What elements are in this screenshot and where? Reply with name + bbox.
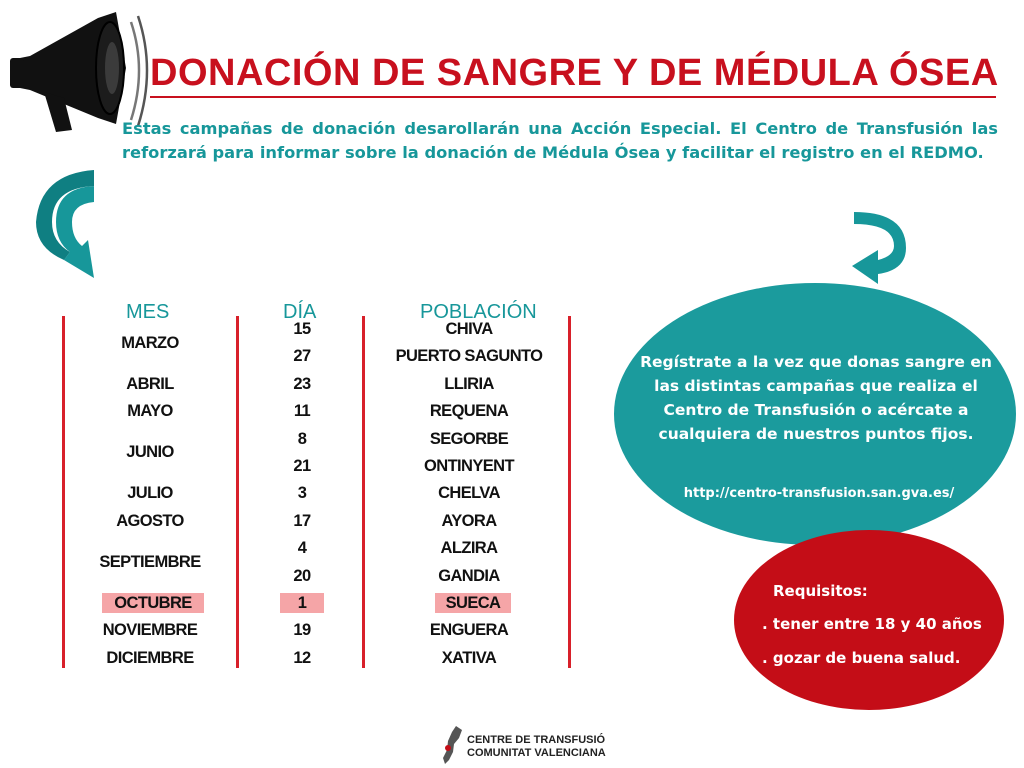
table-divider — [362, 316, 365, 668]
table-day-cell: 19 — [293, 621, 311, 640]
header-poblacion: POBLACIÓN — [420, 301, 537, 323]
table-town-cell: CHELVA — [438, 484, 500, 503]
title-underline — [150, 96, 996, 98]
table-town-cell: ONTINYENT — [424, 457, 515, 475]
curved-arrow-left-icon — [36, 170, 94, 278]
table-town-cell: CHIVA — [445, 320, 493, 338]
table-town-cell: SUECA — [435, 593, 511, 613]
table-month-cell: MAYO — [127, 402, 173, 421]
table-town-cell: LLIRIA — [444, 374, 494, 393]
table-month-cell: SEPTIEMBRE — [99, 552, 201, 571]
requirement-item: . gozar de buena salud. — [762, 649, 961, 667]
register-url[interactable]: http://centro-transfusion.san.gva.es/ — [683, 486, 955, 501]
table-day-cell: 8 — [297, 429, 307, 448]
table-day-cell: 12 — [293, 648, 311, 667]
table-day-cell: 20 — [293, 566, 311, 585]
footer-logo-text: CENTRE DE TRANSFUSIÓ COMUNITAT VALENCIAN… — [467, 734, 606, 760]
requirement-item: . tener entre 18 y 40 años — [762, 615, 982, 633]
table-month-cell: JULIO — [127, 484, 173, 503]
table-day-cell: 3 — [297, 484, 307, 503]
register-text: Regístrate a la vez que donas sangre en … — [640, 353, 992, 443]
table-month-cell: JUNIO — [126, 443, 174, 462]
page-title: DONACIÓN DE SANGRE Y DE MÉDULA ÓSEA — [150, 52, 999, 94]
table-day-cell: 17 — [293, 511, 311, 530]
requirements-title: Requisitos: — [773, 582, 868, 600]
table-town-cell: REQUENA — [429, 402, 509, 421]
table-divider — [568, 316, 571, 668]
table-divider — [236, 316, 239, 668]
table-month-cell: ABRIL — [126, 374, 174, 393]
footer-line-2: COMUNITAT VALENCIANA — [467, 747, 606, 759]
table-month-cell: NOVIEMBRE — [102, 621, 198, 640]
table-town-cell: XATIVA — [441, 648, 497, 667]
table-day-cell: 4 — [297, 539, 307, 558]
table-divider — [62, 316, 65, 668]
register-ellipse — [614, 283, 1016, 545]
table-month-cell: DICIEMBRE — [106, 648, 194, 667]
table-town-cell: ALZIRA — [440, 539, 498, 558]
table-day-cell: 23 — [293, 374, 311, 393]
table-day-cell: 21 — [293, 457, 311, 475]
table-town-cell: ENGUERA — [429, 621, 509, 640]
requirements-ellipse — [734, 530, 1004, 710]
table-town-cell: SEGORBE — [429, 429, 509, 448]
table-month-cell: OCTUBRE — [102, 593, 204, 613]
comunitat-valenciana-logo-icon — [443, 726, 462, 764]
megaphone-icon — [10, 12, 149, 132]
intro-paragraph: Estas campañas de donación desarollarán … — [122, 119, 998, 162]
curved-arrow-right-icon — [852, 212, 906, 284]
table-day-cell: 15 — [293, 320, 311, 338]
table-day-cell: 11 — [293, 402, 311, 421]
header-mes: MES — [126, 301, 170, 323]
table-day-cell: 27 — [293, 347, 311, 366]
header-dia: DÍA — [283, 301, 317, 323]
table-town-cell: GANDIA — [438, 566, 500, 585]
table-town-cell: AYORA — [441, 511, 497, 530]
footer-line-1: CENTRE DE TRANSFUSIÓ — [467, 734, 606, 746]
table-day-cell: 1 — [280, 593, 324, 613]
table-month-cell: MARZO — [121, 333, 179, 352]
table-town-cell: PUERTO SAGUNTO — [395, 347, 543, 366]
table-month-cell: AGOSTO — [116, 511, 184, 530]
